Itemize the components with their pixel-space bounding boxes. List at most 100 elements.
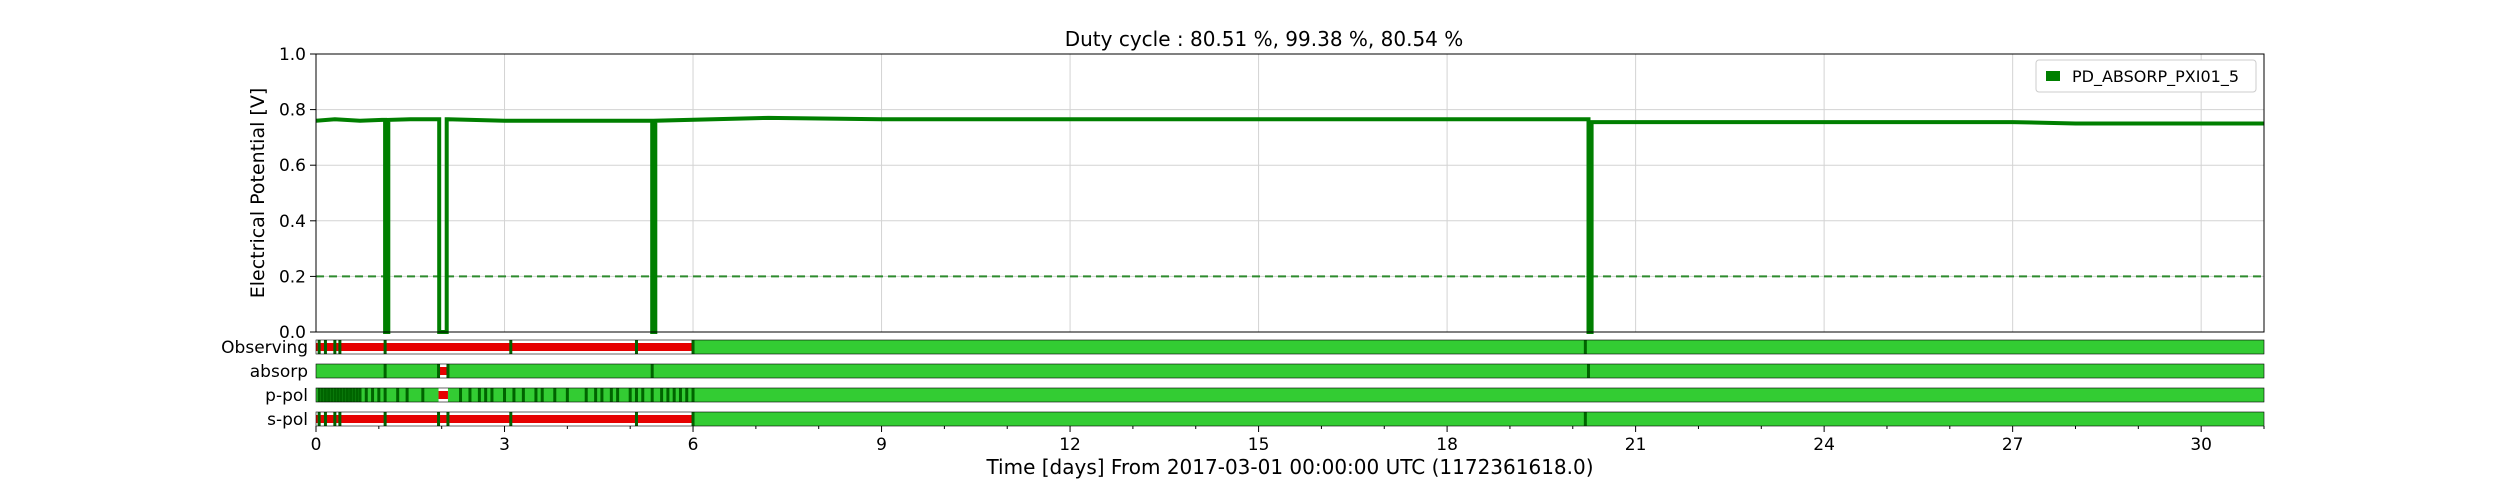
- segment-mark: [691, 340, 695, 354]
- segment-mark: [628, 388, 632, 402]
- segment-bar-inactive: [438, 391, 448, 399]
- segment-bar-inactive: [438, 367, 448, 375]
- segment-mark: [330, 388, 334, 402]
- main-plot-area: 0.0 0.2 0.4 0.6 0.8 1.0: [279, 45, 2265, 343]
- segment-mark: [405, 388, 409, 402]
- segment-bar-border: [315, 411, 2265, 427]
- segment-mark: [437, 364, 441, 378]
- segment-mark: [490, 388, 494, 402]
- segment-mark: [509, 412, 513, 426]
- segment-mark: [1583, 412, 1587, 426]
- segment-label: Observing: [221, 338, 308, 358]
- segment-mark: [553, 388, 557, 402]
- segment-label: absorp: [250, 362, 308, 382]
- segment-bars: Observing absorp p-pol s-pol: [221, 338, 2265, 430]
- y-tick-label: 1.0: [279, 45, 306, 65]
- segment-mark: [327, 388, 331, 402]
- segment-mark: [446, 364, 450, 378]
- segment-mark: [468, 388, 472, 402]
- segment-mark: [342, 388, 346, 402]
- segment-bar-active: [316, 340, 2264, 354]
- legend: PD_ABSORP_PXI01_5: [2035, 59, 2257, 93]
- segment-mark: [383, 388, 387, 402]
- segment-mark: [333, 340, 337, 354]
- segment-mark: [323, 340, 327, 354]
- chart-title: Duty cycle : 80.51 %, 99.38 %, 80.54 %: [1065, 27, 1464, 51]
- plot-frame: [315, 53, 2265, 333]
- segment-label: p-pol: [265, 386, 308, 406]
- segment-mark: [421, 388, 425, 402]
- segment-mark: [678, 388, 682, 402]
- segment-mark: [333, 412, 337, 426]
- segment-mark: [317, 412, 321, 426]
- segment-bar-inactive: [316, 343, 694, 351]
- segment-mark: [634, 412, 638, 426]
- x-tick-label: 12: [1059, 435, 1081, 455]
- segment-mark: [323, 412, 327, 426]
- segment-mark: [660, 388, 664, 402]
- x-tick-label: 30: [2190, 435, 2212, 455]
- segment-bar-inactive: [316, 415, 694, 423]
- segment-mark: [364, 388, 368, 402]
- segment-mark: [484, 388, 488, 402]
- segment-mark: [358, 388, 362, 402]
- segment-mark: [323, 388, 327, 402]
- segment-bar-active: [316, 364, 2264, 378]
- segment-mark: [317, 340, 321, 354]
- x-tick-label: 15: [1248, 435, 1270, 455]
- segment-mark: [534, 388, 538, 402]
- segment-mark: [565, 388, 569, 402]
- x-axis-label: Time [days] From 2017-03-01 00:00:00 UTC…: [985, 455, 1593, 479]
- segment-mark: [383, 364, 387, 378]
- x-tick-label: 21: [1625, 435, 1647, 455]
- segment-mark: [349, 388, 353, 402]
- segment-mark: [338, 340, 342, 354]
- segment-mark: [634, 388, 638, 402]
- segment-mark: [503, 388, 507, 402]
- segment-mark: [383, 340, 387, 354]
- segment-mark: [540, 388, 544, 402]
- segment-bar-active: [316, 388, 2264, 402]
- segment-mark: [333, 388, 337, 402]
- segment-mark: [672, 388, 676, 402]
- segment-mark: [339, 388, 343, 402]
- x-tick-label: 3: [499, 435, 510, 455]
- segment-mark: [396, 388, 400, 402]
- segment-mark: [666, 388, 670, 402]
- segment-mark: [336, 388, 340, 402]
- segment-mark: [509, 340, 513, 354]
- segment-mark: [345, 388, 349, 402]
- segment-mark: [584, 388, 588, 402]
- segment-mark: [338, 412, 342, 426]
- segment-mark: [317, 388, 321, 402]
- segment-bar-active: [316, 412, 2264, 426]
- segment-mark: [521, 388, 525, 402]
- segment-mark: [600, 388, 604, 402]
- segment-mark: [437, 412, 441, 426]
- legend-frame: [2035, 59, 2257, 93]
- y-tick-label: 0.4: [279, 212, 306, 232]
- x-tick-label: 9: [876, 435, 887, 455]
- segment-mark: [691, 412, 695, 426]
- segment-bar-border: [315, 387, 2265, 403]
- segment-mark: [691, 388, 695, 402]
- segment-mark: [650, 364, 654, 378]
- y-tick-label: 0.2: [279, 267, 306, 287]
- segment-mark: [616, 388, 620, 402]
- segment-mark: [1583, 340, 1587, 354]
- segment-mark: [371, 388, 375, 402]
- x-tick-label: 24: [1813, 435, 1835, 455]
- segment-label: s-pol: [267, 410, 308, 430]
- segment-mark: [459, 388, 463, 402]
- segment-mark: [512, 388, 516, 402]
- segment-mark: [594, 388, 598, 402]
- segment-mark: [634, 340, 638, 354]
- segment-mark: [446, 412, 450, 426]
- y-tick-label: 0.6: [279, 156, 306, 176]
- x-tick-label: 0: [311, 435, 322, 455]
- y-axis-ticks: 0.0 0.2 0.4 0.6 0.8 1.0: [279, 45, 316, 343]
- segment-bar-border: [315, 339, 2265, 355]
- x-tick-label: 27: [2002, 435, 2024, 455]
- x-axis-ticks: 0 3 6 9 12 15 18 21 24 27 30: [311, 426, 2265, 455]
